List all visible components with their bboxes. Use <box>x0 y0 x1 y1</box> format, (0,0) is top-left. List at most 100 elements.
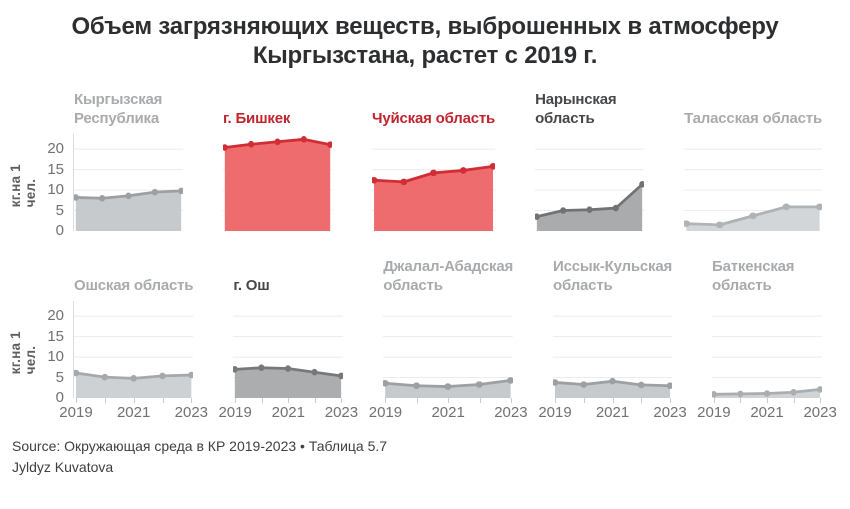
panel-title: Иссык-Кульская область <box>553 258 673 294</box>
data-point <box>430 169 437 177</box>
data-point <box>248 140 255 148</box>
x-axis-tick <box>448 398 450 404</box>
area-chart-svg <box>372 148 496 232</box>
y-axis: кг.на 1 чел. 0 5 10 15 20 <box>8 301 74 406</box>
y-tick-label: 15 <box>47 327 64 345</box>
y-tick-label: 5 <box>55 201 64 219</box>
x-axis-tick <box>261 398 263 404</box>
data-point <box>639 181 645 188</box>
data-point <box>684 220 691 227</box>
x-axis-tick <box>641 398 643 404</box>
panel-title: Чуйская область <box>372 109 496 127</box>
x-axis-tick <box>479 398 481 404</box>
chart-panel: г. Ош 2019 2021 2023 <box>218 255 358 422</box>
area-chart-svg <box>535 148 645 232</box>
chart-row-2: кг.на 1 чел. 0 5 10 15 20 Ошская область 2019 20… <box>0 255 850 422</box>
chart-panel: Ошская область 2019 2021 2023 <box>59 255 208 422</box>
data-point <box>459 167 467 174</box>
x-tick-label: 2021 <box>116 404 151 422</box>
data-point <box>327 141 333 149</box>
chart-panel: Чуйская область <box>372 88 496 232</box>
page-title: Объем загрязняющих веществ, выброшенных … <box>71 13 779 70</box>
data-point <box>782 203 791 211</box>
data-point <box>151 188 158 196</box>
panel-title: Таласская область <box>684 109 822 127</box>
small-multiples-grid: кг.на 1 чел. 0 5 10 15 20 Кыргызская Республик… <box>0 88 850 422</box>
panel-title: Баткенская область <box>712 258 795 294</box>
chart-panel: Кыргызская Республика <box>73 88 183 232</box>
data-point <box>749 212 757 220</box>
x-tick-label: 2023 <box>803 404 837 422</box>
x-axis-tick <box>670 398 672 404</box>
data-point <box>715 221 724 229</box>
x-tick-label: 2019 <box>368 404 403 422</box>
x-axis-tick <box>713 398 715 404</box>
data-point <box>580 381 588 388</box>
area-chart-svg <box>712 315 822 399</box>
area-chart-svg <box>553 315 673 399</box>
data-point <box>763 390 771 397</box>
x-axis-tick <box>793 398 795 404</box>
data-point <box>489 163 496 170</box>
chart-panel: Нарынская область <box>535 88 645 232</box>
x-axis-tick <box>767 398 769 404</box>
data-point <box>74 194 79 201</box>
data-point <box>413 382 421 390</box>
x-axis-tick <box>235 398 237 404</box>
x-tick-label: 2021 <box>750 404 784 422</box>
area-chart-svg <box>223 136 333 232</box>
data-point <box>188 371 194 379</box>
x-axis-tick <box>555 398 557 404</box>
x-tick-label: 2019 <box>697 404 731 422</box>
chart-panel: Таласская область <box>684 88 822 232</box>
data-point <box>74 369 80 377</box>
data-point <box>535 213 540 221</box>
data-point <box>815 203 822 211</box>
y-tick-label: 0 <box>55 389 64 407</box>
panel-title: Ошская область <box>74 276 194 294</box>
x-axis-tick <box>288 398 290 404</box>
area-chart-svg <box>233 315 344 399</box>
y-tick-label: 20 <box>47 140 64 158</box>
x-axis: 2019 2021 2023 <box>218 398 358 422</box>
data-point <box>300 136 307 143</box>
panel-grid-row-1: Кыргызская Республика г. Бишкек Чуйская об… <box>73 88 822 232</box>
data-point <box>609 377 616 385</box>
y-tick-label: 20 <box>47 307 64 325</box>
x-tick-label: 2019 <box>218 404 252 422</box>
data-point <box>159 372 166 380</box>
chart-panel: Иссык-Кульская область 2019 2021 2023 <box>538 255 686 422</box>
y-tick-label: 10 <box>47 181 64 199</box>
chart-plot-area <box>712 301 822 399</box>
x-tick-label: 2019 <box>59 404 93 422</box>
x-axis: 2019 2021 2023 <box>369 398 528 422</box>
x-tick-label: 2021 <box>271 404 305 422</box>
x-axis-tick <box>314 398 316 404</box>
panel-grid-row-2: Ошская область 2019 2021 2023 г. Ош 2019 2021 2… <box>59 255 837 422</box>
chart-plot-area <box>553 301 673 399</box>
x-axis-tick <box>133 398 135 404</box>
x-axis-tick <box>820 398 822 404</box>
chart-plot-area <box>73 134 183 232</box>
data-point <box>638 381 645 389</box>
area-fill <box>536 184 643 232</box>
y-tick-label: 5 <box>55 368 64 386</box>
x-tick-label: 2019 <box>538 404 572 422</box>
data-point <box>125 192 132 200</box>
data-point <box>311 368 318 376</box>
y-axis: кг.на 1 чел. 0 5 10 15 20 <box>8 134 74 239</box>
panel-title: Нарынская область <box>535 91 617 127</box>
data-point <box>99 195 106 202</box>
x-axis-tick <box>510 398 512 404</box>
area-fill <box>235 367 342 399</box>
x-axis-tick <box>191 398 193 404</box>
data-point <box>666 382 673 390</box>
y-tick-label: 0 <box>55 222 64 240</box>
data-point <box>400 178 408 186</box>
y-axis-unit-label: кг.на 1 чел. <box>8 330 38 374</box>
data-point <box>586 206 593 214</box>
x-tick-label: 2021 <box>595 404 630 422</box>
chart-plot-area <box>372 134 496 232</box>
panel-title: Джалал-Абадская область <box>383 258 514 294</box>
chart-plot-area <box>73 301 194 399</box>
